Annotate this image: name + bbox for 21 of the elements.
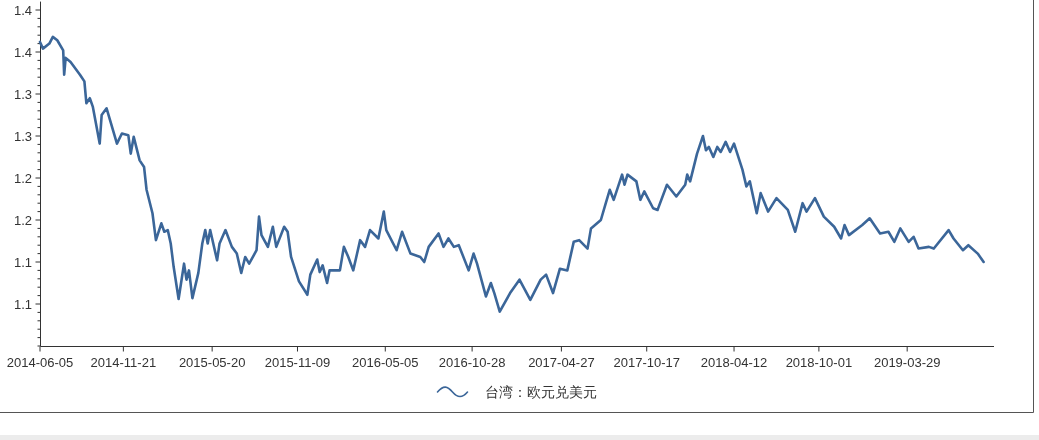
x-tick-label: 2017-10-17 <box>613 355 680 370</box>
x-tick-label: 2015-11-09 <box>264 355 331 370</box>
x-tick-label: 2015-05-20 <box>178 355 246 370</box>
x-tick-label: 2018-04-12 <box>700 355 768 370</box>
y-tick-label: 1.2 <box>13 170 32 186</box>
x-tick-label: 2018-10-01 <box>785 355 853 370</box>
y-tick-label: 1.1 <box>13 254 32 270</box>
y-tick-label: 1.2 <box>13 212 32 228</box>
y-tick-label: 1.4 <box>13 2 32 18</box>
legend-label: 台湾：欧元兑美元 <box>484 384 597 400</box>
x-tick-label: 2017-04-27 <box>528 355 595 370</box>
y-tick-label: 1.3 <box>13 128 32 144</box>
y-tick-label: 1.3 <box>13 86 32 102</box>
x-tick-label: 2019-03-29 <box>873 355 941 370</box>
x-tick-label: 2014-06-05 <box>6 355 74 370</box>
y-tick-label: 1.1 <box>13 296 32 312</box>
x-tick-label: 2016-05-05 <box>352 355 419 370</box>
y-tick-label: 1.4 <box>13 44 32 60</box>
line-series <box>38 35 985 313</box>
x-tick-label: 2014-11-21 <box>90 355 157 370</box>
x-tick-label: 2016-10-28 <box>438 355 506 370</box>
